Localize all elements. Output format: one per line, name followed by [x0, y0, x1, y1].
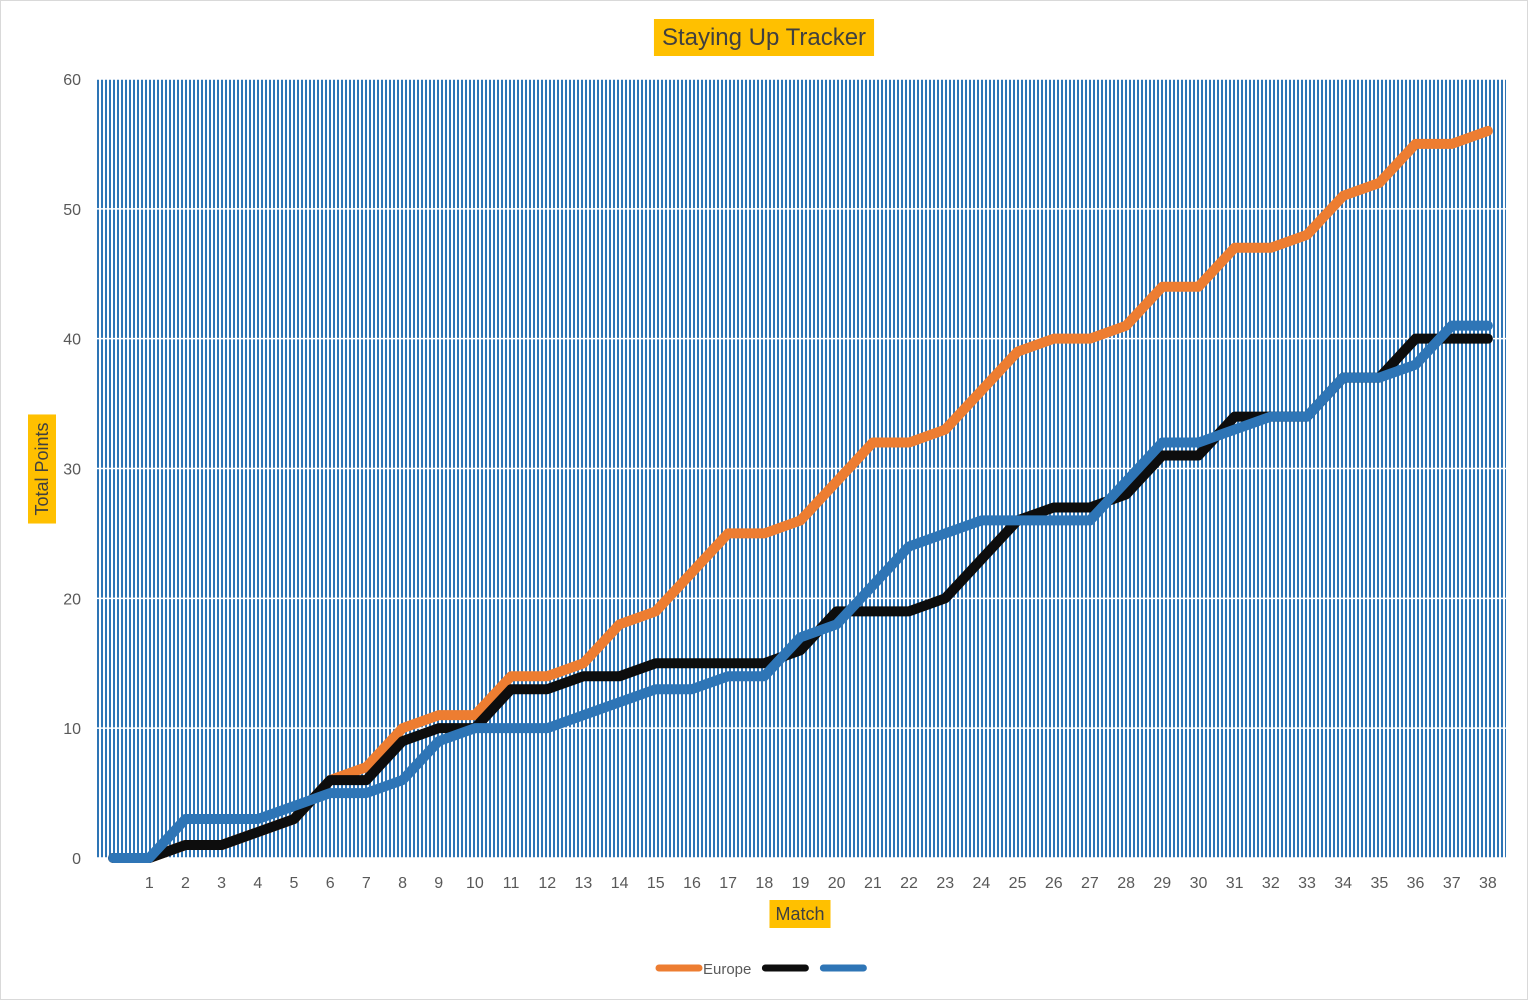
- x-tick-label: 20: [828, 875, 846, 892]
- x-tick-label: 38: [1479, 875, 1497, 892]
- x-tick-label: 16: [683, 875, 701, 892]
- x-tick-label: 25: [1009, 875, 1027, 892]
- x-tick-label: 36: [1407, 875, 1425, 892]
- x-tick-label: 9: [434, 875, 443, 892]
- legend: Europe: [655, 961, 867, 978]
- y-tick-label: 40: [63, 332, 81, 349]
- x-tick-label: 11: [503, 875, 520, 892]
- y-tick-label: 50: [63, 202, 81, 219]
- x-axis-ticks: 1 2 3 4 5 6 7 8 9 10 11 12 13 14 15 16 17 18 19 20 21 22 23 24 2…: [145, 875, 1497, 892]
- x-tick-label: 35: [1370, 875, 1388, 892]
- x-tick-label: 19: [792, 875, 810, 892]
- x-tick-label: 2: [181, 875, 190, 892]
- y-tick-label: 30: [63, 462, 81, 479]
- x-tick-label: 29: [1153, 875, 1171, 892]
- x-tick-label: 28: [1117, 875, 1135, 892]
- series-lines: [108, 125, 1493, 863]
- x-tick-label: 10: [466, 875, 484, 892]
- x-tick-label: 22: [900, 875, 918, 892]
- x-tick-label: 21: [864, 875, 882, 892]
- x-tick-label: 18: [755, 875, 773, 892]
- x-tick-label: 26: [1045, 875, 1063, 892]
- x-tick-label: 32: [1262, 875, 1280, 892]
- x-tick-label: 17: [719, 875, 737, 892]
- x-tick-label: 1: [145, 875, 154, 892]
- x-tick-label: 13: [575, 875, 593, 892]
- x-tick-label: 3: [217, 875, 226, 892]
- series-line-3: [108, 320, 1493, 863]
- x-tick-label: 24: [972, 875, 990, 892]
- x-tick-label: 8: [398, 875, 407, 892]
- x-tick-label: 23: [936, 875, 954, 892]
- gridlines: [95, 78, 1506, 859]
- x-tick-label: 34: [1334, 875, 1352, 892]
- x-tick-label: 12: [538, 875, 556, 892]
- y-tick-label: 20: [63, 591, 81, 608]
- y-tick-label: 0: [72, 851, 81, 868]
- x-tick-label: 37: [1443, 875, 1461, 892]
- y-axis-ticks: 0 10 20 30 40 50 60: [63, 72, 81, 868]
- x-tick-label: 7: [362, 875, 371, 892]
- x-tick-label: 31: [1226, 875, 1244, 892]
- chart-title: Staying Up Tracker: [662, 24, 866, 51]
- y-axis-title-background: [28, 414, 56, 524]
- chart-title-background: [653, 19, 875, 56]
- y-axis-title: Total Points: [32, 422, 52, 515]
- x-tick-label: 15: [647, 875, 665, 892]
- x-tick-label: 30: [1190, 875, 1208, 892]
- x-axis-title-background: [769, 900, 831, 928]
- x-tick-label: 33: [1298, 875, 1316, 892]
- y-tick-label: 10: [63, 721, 81, 738]
- legend-label: Europe: [703, 961, 751, 978]
- x-tick-label: 6: [326, 875, 335, 892]
- x-tick-label: 5: [290, 875, 299, 892]
- x-tick-label: 27: [1081, 875, 1099, 892]
- y-tick-label: 60: [63, 72, 81, 89]
- x-tick-label: 4: [253, 875, 262, 892]
- x-tick-label: 14: [611, 875, 629, 892]
- x-axis-title: Match: [775, 904, 824, 924]
